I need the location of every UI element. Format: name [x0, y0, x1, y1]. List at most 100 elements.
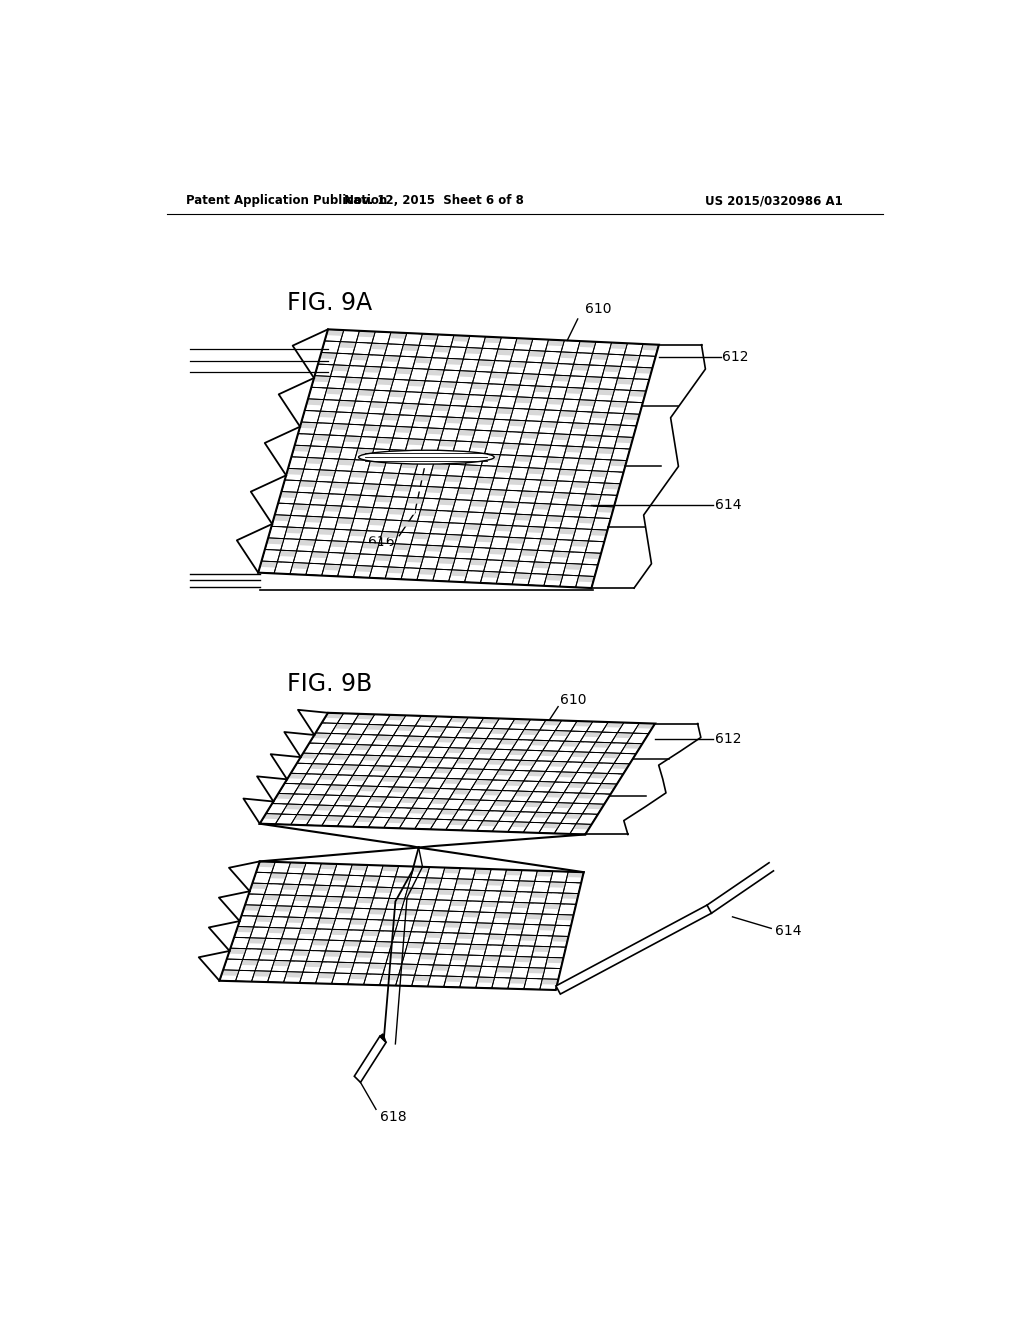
Polygon shape	[527, 771, 545, 776]
Polygon shape	[439, 383, 457, 388]
Polygon shape	[274, 907, 292, 912]
Polygon shape	[259, 873, 266, 878]
Polygon shape	[624, 426, 632, 430]
Polygon shape	[567, 400, 574, 405]
Polygon shape	[286, 528, 303, 533]
Polygon shape	[441, 789, 451, 793]
Polygon shape	[332, 495, 340, 499]
Polygon shape	[446, 748, 464, 754]
Polygon shape	[349, 531, 367, 536]
Polygon shape	[407, 888, 423, 894]
Polygon shape	[484, 968, 493, 972]
Polygon shape	[591, 471, 607, 478]
Polygon shape	[417, 726, 426, 731]
Polygon shape	[359, 787, 377, 792]
Polygon shape	[327, 400, 335, 405]
Polygon shape	[409, 809, 427, 813]
Polygon shape	[401, 921, 410, 925]
Polygon shape	[459, 500, 467, 506]
Polygon shape	[400, 521, 417, 527]
Polygon shape	[419, 900, 435, 906]
Polygon shape	[416, 428, 423, 433]
Text: Nov. 12, 2015  Sheet 6 of 8: Nov. 12, 2015 Sheet 6 of 8	[344, 194, 524, 207]
Polygon shape	[383, 356, 399, 362]
Polygon shape	[350, 920, 367, 925]
Polygon shape	[565, 446, 582, 453]
Polygon shape	[365, 437, 372, 442]
Polygon shape	[452, 395, 469, 400]
Polygon shape	[503, 385, 519, 391]
Polygon shape	[553, 376, 570, 381]
Polygon shape	[542, 434, 549, 438]
Polygon shape	[339, 471, 346, 477]
Polygon shape	[420, 799, 429, 803]
Polygon shape	[466, 418, 473, 424]
Polygon shape	[464, 524, 480, 531]
Polygon shape	[300, 494, 308, 498]
Polygon shape	[333, 886, 341, 891]
Polygon shape	[376, 438, 392, 444]
Polygon shape	[387, 715, 406, 721]
Polygon shape	[529, 421, 537, 426]
Polygon shape	[337, 962, 353, 968]
Polygon shape	[306, 400, 324, 405]
Polygon shape	[572, 424, 589, 429]
Polygon shape	[495, 870, 502, 874]
Polygon shape	[579, 774, 587, 777]
Polygon shape	[453, 966, 461, 970]
Polygon shape	[497, 350, 513, 355]
Polygon shape	[440, 453, 447, 458]
Polygon shape	[525, 781, 535, 785]
Polygon shape	[629, 391, 645, 397]
Polygon shape	[308, 412, 315, 416]
Polygon shape	[485, 408, 493, 413]
Polygon shape	[364, 554, 371, 560]
Polygon shape	[299, 764, 307, 768]
Polygon shape	[506, 870, 521, 875]
Polygon shape	[573, 825, 591, 829]
Polygon shape	[325, 506, 341, 512]
Polygon shape	[464, 966, 481, 972]
Polygon shape	[591, 354, 608, 360]
Polygon shape	[413, 533, 429, 540]
Polygon shape	[413, 777, 430, 783]
Polygon shape	[364, 367, 381, 372]
Polygon shape	[547, 958, 563, 964]
Polygon shape	[309, 764, 328, 770]
Polygon shape	[358, 331, 375, 338]
Polygon shape	[314, 896, 322, 902]
Polygon shape	[439, 441, 456, 446]
Polygon shape	[388, 899, 404, 904]
Polygon shape	[539, 762, 547, 766]
Polygon shape	[339, 342, 355, 348]
Polygon shape	[562, 742, 580, 747]
Polygon shape	[364, 496, 372, 502]
Polygon shape	[342, 744, 351, 748]
Polygon shape	[243, 972, 250, 975]
Polygon shape	[443, 779, 461, 784]
Polygon shape	[364, 941, 372, 946]
Polygon shape	[362, 484, 379, 490]
Polygon shape	[509, 421, 525, 426]
Polygon shape	[527, 409, 545, 416]
Polygon shape	[325, 447, 342, 453]
Polygon shape	[402, 416, 411, 421]
Polygon shape	[482, 572, 499, 578]
Polygon shape	[609, 774, 618, 779]
Text: FIG. 9A: FIG. 9A	[287, 292, 372, 315]
Polygon shape	[388, 953, 404, 958]
Polygon shape	[489, 490, 506, 496]
Polygon shape	[600, 763, 609, 768]
Polygon shape	[490, 561, 498, 565]
Polygon shape	[371, 920, 378, 925]
Polygon shape	[408, 380, 425, 387]
Polygon shape	[544, 904, 560, 909]
Polygon shape	[345, 898, 353, 902]
Polygon shape	[516, 467, 523, 473]
Polygon shape	[477, 420, 494, 425]
Polygon shape	[416, 747, 433, 752]
Polygon shape	[372, 355, 380, 360]
Polygon shape	[534, 562, 550, 569]
Polygon shape	[541, 552, 549, 556]
Polygon shape	[485, 348, 494, 354]
